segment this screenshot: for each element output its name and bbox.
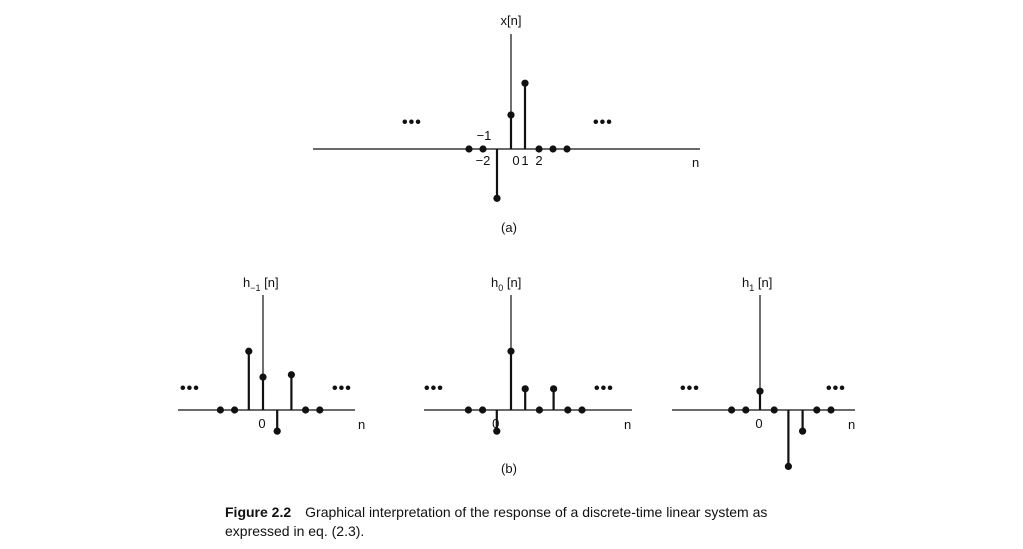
- h0-ellipsis-left: •••: [424, 380, 444, 397]
- x-sample-dot: [465, 145, 473, 153]
- h0-y-label-sub: 0: [498, 283, 503, 293]
- h0-y-label-main: h: [491, 275, 498, 290]
- hm1-sample-dot: [316, 406, 324, 414]
- hm1-sample-dot: [273, 427, 281, 435]
- h1-y-label: h1 [n]: [742, 275, 772, 293]
- h0-sample-dot: [507, 347, 515, 355]
- h1-y-label-main: h: [742, 275, 749, 290]
- h0-sample-dot: [550, 385, 558, 393]
- h0-sample-dot: [521, 385, 529, 393]
- hm1-ellipsis-left: •••: [180, 380, 200, 397]
- h1-sample-dot: [813, 406, 821, 414]
- h1-y-label-tail: [n]: [754, 275, 772, 290]
- hm1-y-label-sub: −1: [250, 283, 260, 293]
- h1-sample-dot: [770, 406, 778, 414]
- h0-x-label: n: [624, 417, 631, 432]
- hm1-y-label-main: h: [243, 275, 250, 290]
- h1-ellipsis-right: •••: [826, 380, 846, 397]
- hm1-sample-dot: [216, 406, 224, 414]
- hm1-panel: ••• ••• n h−1 [n] 0: [178, 275, 365, 435]
- x-sample-dot: [563, 145, 571, 153]
- h1-tick-label: 0: [755, 416, 762, 431]
- h0-sample-dot: [479, 406, 487, 414]
- caption-text: Graphical interpretation of the response…: [225, 504, 768, 539]
- x-tick-label: 2: [535, 153, 542, 168]
- caption-figure-number: Figure 2.2: [225, 504, 292, 520]
- h1-x-label: n: [848, 417, 855, 432]
- figure-caption: Figure 2.2 Graphical interpretation of th…: [225, 503, 825, 541]
- x-panel: ••• ••• n x[n] 0 1 2 −2 −1 (a): [313, 13, 700, 235]
- hm1-ellipsis-right: •••: [332, 380, 352, 397]
- x-sample-dot: [549, 145, 557, 153]
- h0-sample-dot: [578, 406, 586, 414]
- hm1-sample-dot: [259, 373, 267, 381]
- h0-sample-dot: [493, 427, 501, 435]
- h1-sample-dot: [799, 427, 807, 435]
- h0-sample-dot: [535, 406, 544, 414]
- h0-panel: ••• •••nh0 [n]0: [424, 275, 632, 435]
- h1-panel: ••• •••nh1 [n]0(b): [501, 275, 855, 476]
- h1-sample-dot: [728, 406, 736, 414]
- panel-b-label: (b): [501, 461, 517, 476]
- x-y-label: x[n]: [501, 13, 522, 28]
- x-tick-label: −2: [476, 153, 491, 168]
- h0-sample-dot: [564, 406, 572, 414]
- hm1-sample-dot: [302, 406, 310, 414]
- x-tick-label: 0: [512, 153, 519, 168]
- h1-ellipsis-left: •••: [680, 380, 700, 397]
- hm1-sample-dot: [287, 371, 295, 379]
- h1-sample-dot: [784, 462, 793, 470]
- hm1-tick-label: 0: [258, 416, 265, 431]
- h1-sample-dot: [827, 406, 835, 414]
- hm1-sample-dot: [245, 347, 253, 355]
- x-sample-dot: [493, 194, 501, 202]
- h1-sample-dot: [742, 406, 750, 414]
- x-sample-dot: [535, 145, 543, 153]
- x-tick-label: 1: [521, 153, 528, 168]
- panel-a-label: (a): [501, 220, 517, 235]
- x-ellipsis-left: •••: [402, 114, 422, 131]
- h0-sample-dot: [464, 406, 472, 414]
- h0-tick-label: 0: [492, 416, 499, 431]
- hm1-x-label: n: [358, 417, 365, 432]
- x-sample-dot: [521, 79, 529, 87]
- hm1-sample-dot: [231, 406, 239, 414]
- h0-y-label-tail: [n]: [503, 275, 521, 290]
- x-sample-dot: [507, 111, 515, 119]
- x-tick-label: −1: [477, 128, 492, 143]
- h1-y-label-sub: 1: [749, 283, 754, 293]
- x-sample-dot: [479, 145, 487, 153]
- x-x-label: n: [692, 155, 699, 170]
- h1-sample-dot: [756, 387, 764, 395]
- hm1-y-label: h−1 [n]: [243, 275, 279, 293]
- h0-ellipsis-right: •••: [594, 380, 614, 397]
- x-ellipsis-right: •••: [593, 114, 613, 131]
- h0-y-label: h0 [n]: [491, 275, 521, 293]
- hm1-y-label-tail: [n]: [261, 275, 279, 290]
